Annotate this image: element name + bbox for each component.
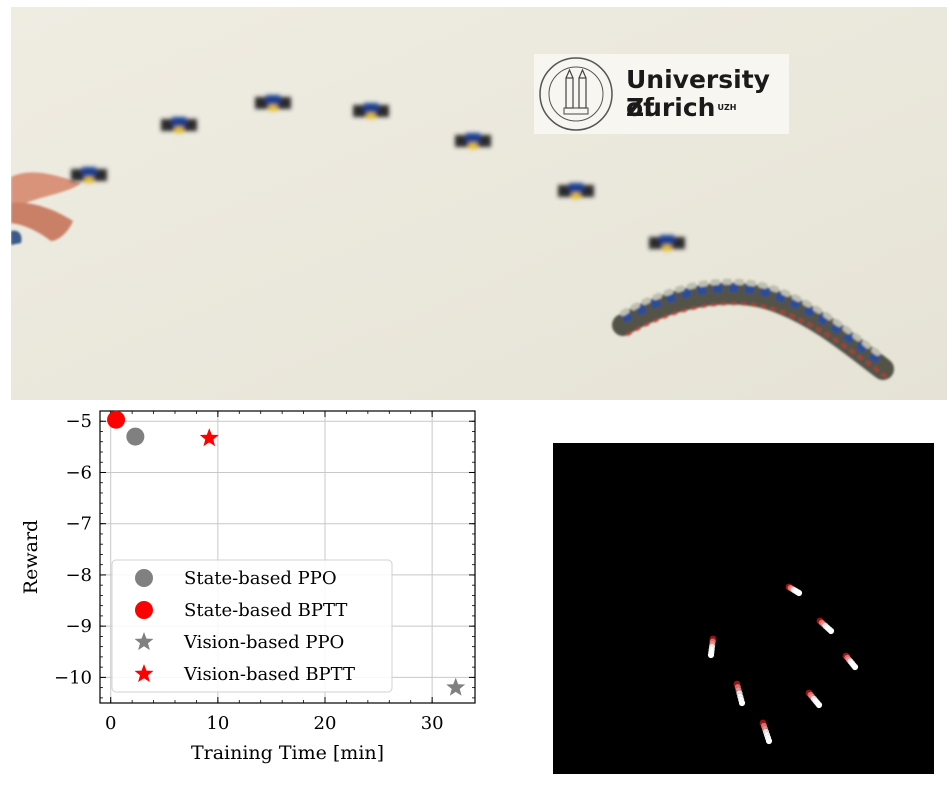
axis-ticks: 0 10 20 30 −5 −6 −7 −8 −9 −10 <box>54 411 475 734</box>
data-point-state-based-bptt <box>107 410 126 429</box>
legend-marker <box>134 664 154 683</box>
logo-line-2: Zurich UZH <box>626 94 736 122</box>
x-tick-label: 20 <box>314 713 337 734</box>
logo-superscript: UZH <box>717 103 737 112</box>
throwing-hands <box>11 172 81 245</box>
drone-sample <box>161 117 197 133</box>
x-tick-label: 0 <box>105 713 116 734</box>
trail-point <box>827 627 835 635</box>
y-tick-label: −6 <box>65 462 92 483</box>
drone-photo: University of Zurich UZH <box>11 7 947 400</box>
y-tick-label: −5 <box>65 411 92 432</box>
drone-sample <box>649 235 685 251</box>
x-axis-label: Training Time [min] <box>191 742 384 764</box>
x-tick-label: 30 <box>421 713 444 734</box>
drone-trail <box>816 617 835 635</box>
trail-point <box>815 701 823 709</box>
legend-label: State-based PPO <box>184 568 337 589</box>
y-tick-label: −10 <box>54 667 92 688</box>
chart-svg: 0 10 20 30−5−6−7−8−9−10 State-based PPOStat… <box>20 410 476 764</box>
data-point-vision-based-ppo <box>446 677 466 696</box>
drone-trail <box>733 680 746 707</box>
drone-landing-arc <box>612 278 894 381</box>
x-tick-label: 10 <box>206 713 229 734</box>
uzh-logo: University of Zurich UZH <box>534 54 789 134</box>
y-tick-label: −9 <box>65 616 92 637</box>
legend: State-based PPO State-based BPTT Vision-ba… <box>111 559 393 693</box>
legend-label: State-based BPTT <box>184 600 347 621</box>
legend-marker <box>134 632 154 651</box>
drone-sample <box>455 133 491 149</box>
wall-background <box>11 7 947 400</box>
data-point-state-based-ppo <box>126 427 145 446</box>
drone-sample <box>255 95 291 111</box>
legend-marker <box>135 601 153 619</box>
uzh-seal-icon <box>539 57 613 131</box>
drone-trajectory <box>71 95 685 251</box>
legend-label: Vision-based PPO <box>183 632 344 653</box>
drone-trail <box>805 689 823 709</box>
trail-point <box>765 737 773 745</box>
logo-zurich: Zurich <box>626 93 716 122</box>
trail-point <box>707 651 715 659</box>
y-tick-label: −8 <box>65 565 92 586</box>
drone-trail <box>759 719 773 745</box>
y-axis-label: Reward <box>20 520 42 594</box>
data-markers <box>107 410 466 696</box>
reward-vs-training-time-chart: 0 10 20 30 −5 −6 −7 −8 −9 −10 State-based PPO Stat… <box>0 400 520 783</box>
drone-trail <box>707 635 717 659</box>
drone-sample <box>71 167 107 183</box>
plot-frame <box>99 410 476 704</box>
simulation-view <box>553 443 934 774</box>
trail-point <box>738 699 746 707</box>
legend-marker <box>135 569 153 587</box>
drone-sample <box>353 103 389 119</box>
legend-label: Vision-based BPTT <box>183 664 355 685</box>
drone-trail <box>785 583 803 597</box>
trail-point <box>851 663 859 671</box>
drone-trail <box>842 652 859 671</box>
data-point-vision-based-bptt <box>199 428 219 447</box>
legend-box <box>111 559 393 693</box>
y-tick-label: −7 <box>65 514 92 535</box>
drone-sample <box>558 183 594 199</box>
simulation-canvas <box>707 583 859 745</box>
trail-point <box>795 589 803 597</box>
logo-line-1: University of <box>626 65 770 122</box>
photo-scene <box>11 7 947 400</box>
